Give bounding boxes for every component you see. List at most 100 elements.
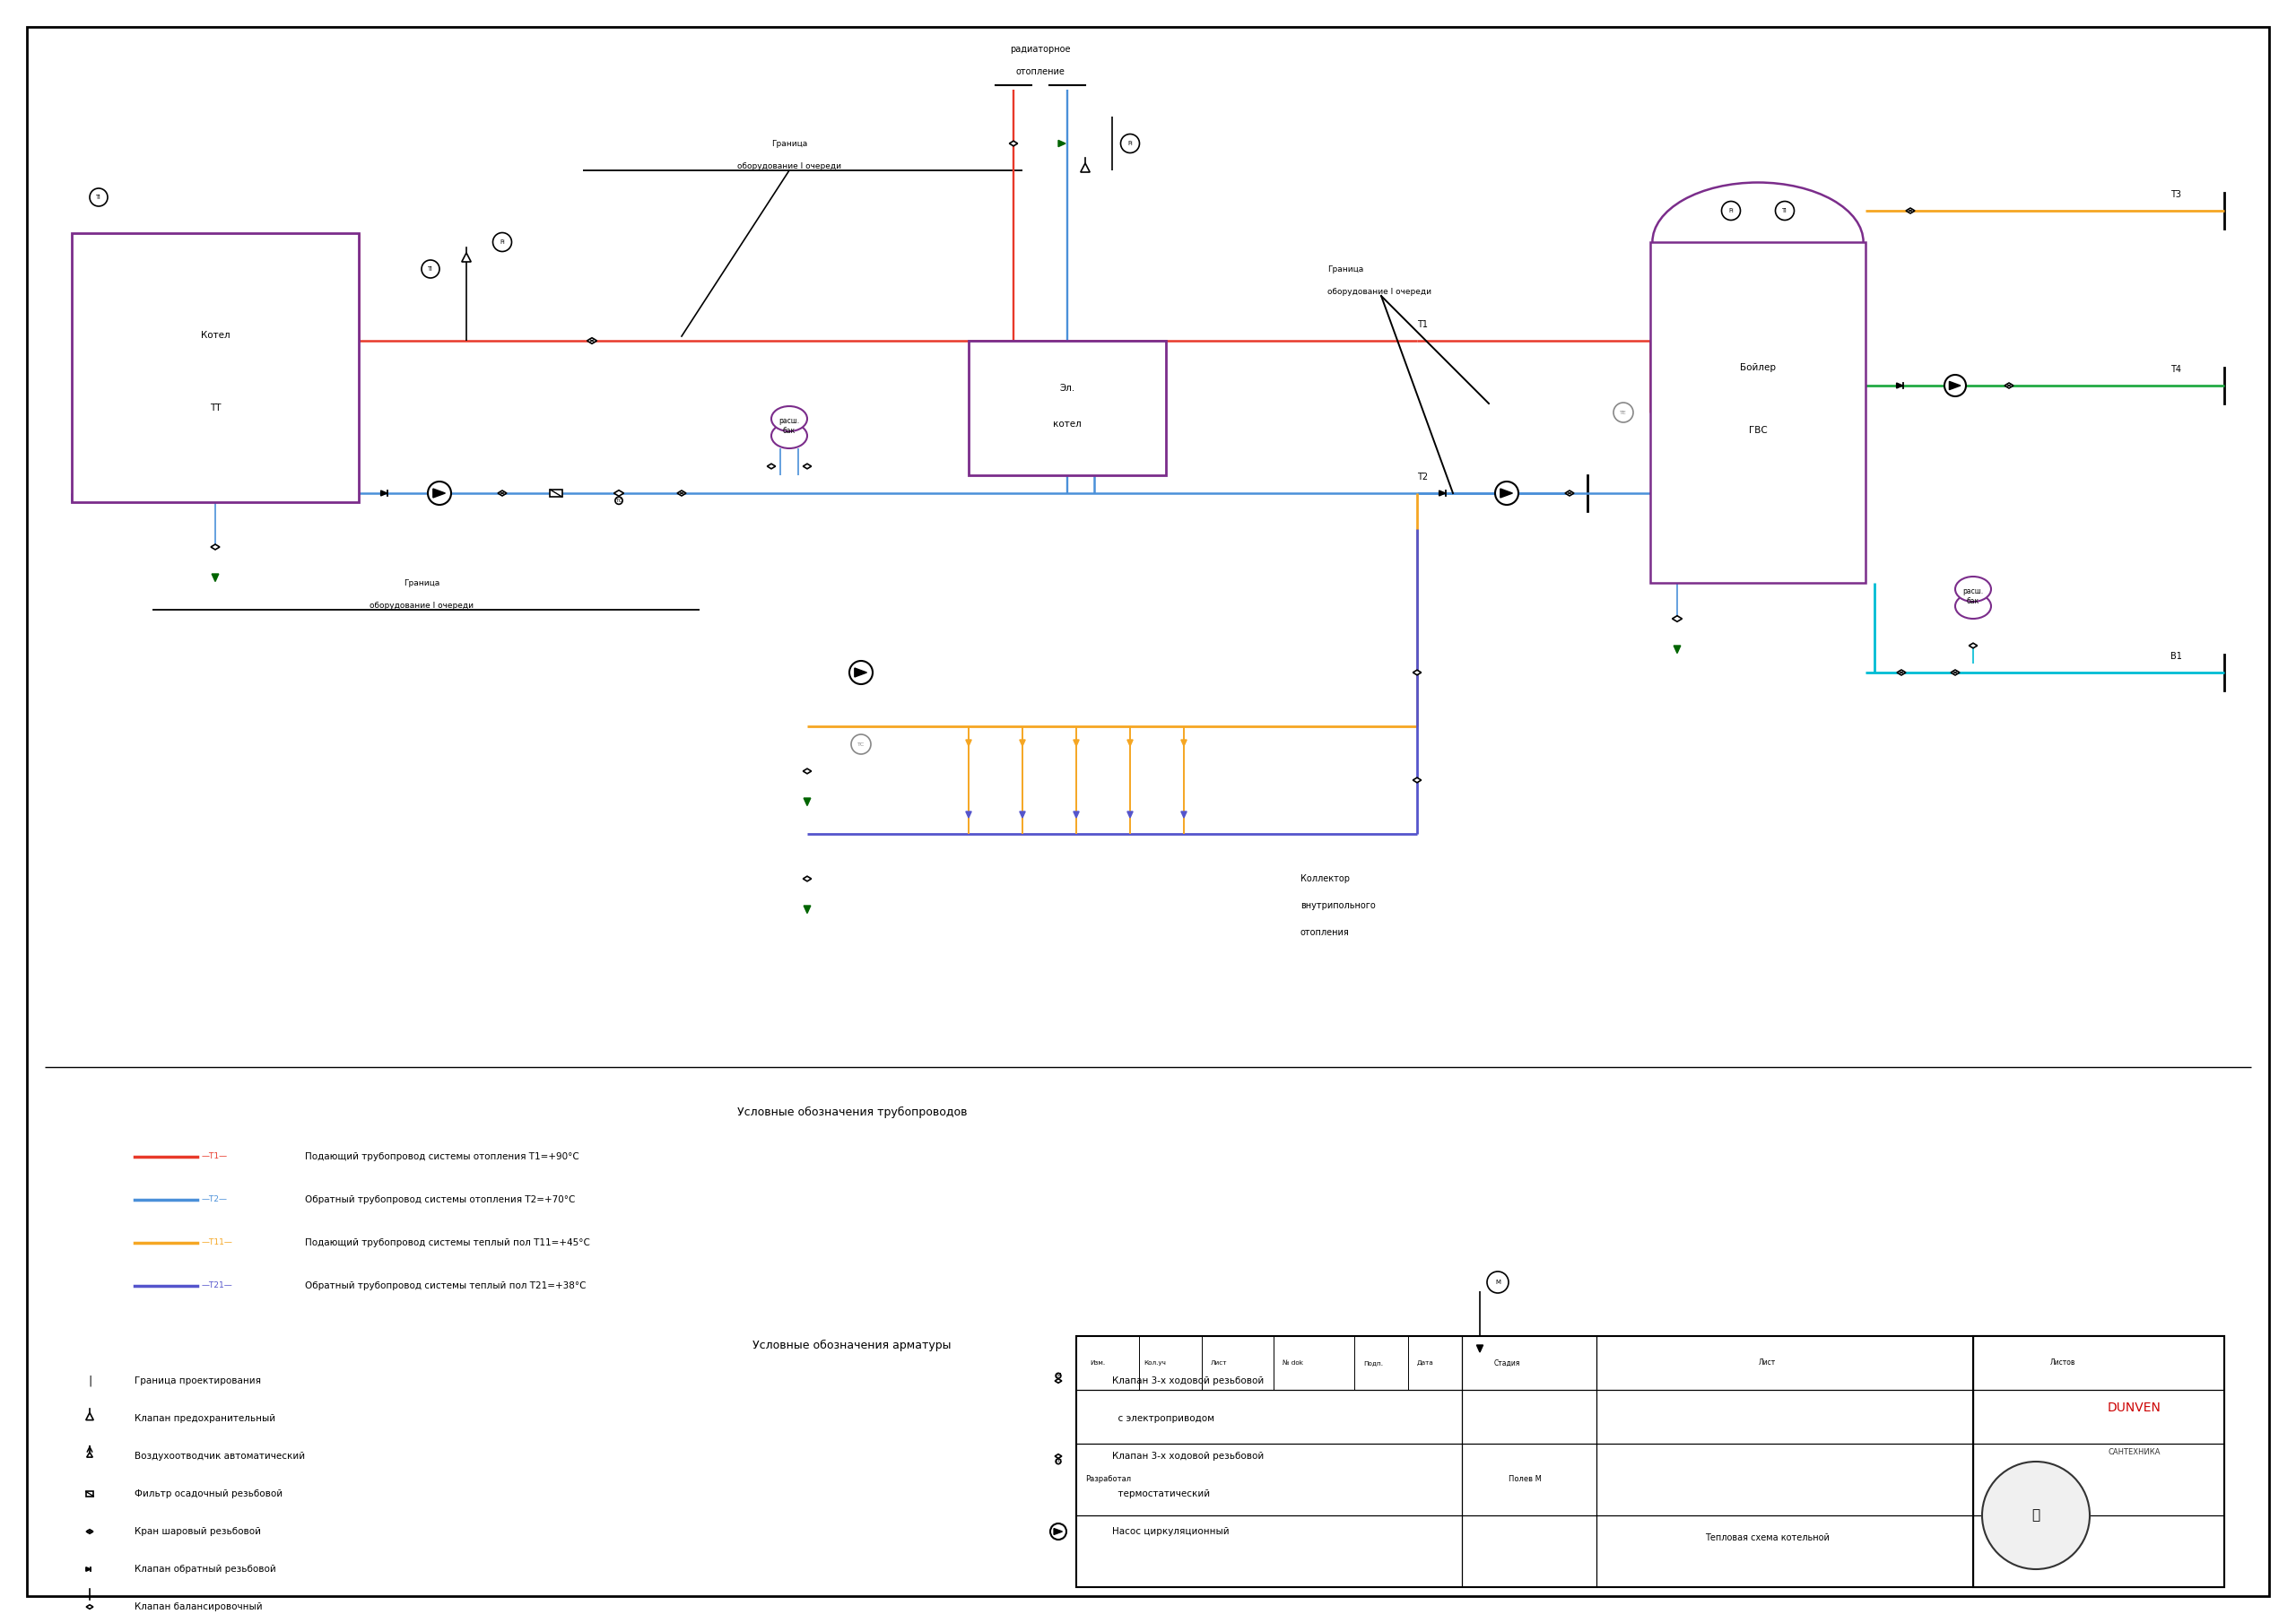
Ellipse shape (1956, 594, 1991, 618)
Text: Коллектор: Коллектор (1300, 875, 1350, 883)
Bar (551, 490, 563, 497)
Text: отопление: отопление (1015, 67, 1065, 76)
Text: M: M (1056, 1373, 1061, 1378)
Text: Кран шаровый резьбовой: Кран шаровый резьбовой (135, 1527, 262, 1535)
Polygon shape (804, 769, 810, 774)
Polygon shape (1476, 1345, 1483, 1352)
Circle shape (850, 661, 872, 685)
Polygon shape (87, 1453, 92, 1457)
Text: Воздухоотводчик автоматический: Воздухоотводчик автоматический (135, 1451, 305, 1461)
Polygon shape (804, 876, 810, 881)
Text: котел: котел (1054, 420, 1081, 428)
Polygon shape (1896, 670, 1906, 675)
Text: Ti: Ti (96, 195, 101, 200)
Text: Pi: Pi (1127, 141, 1132, 146)
Circle shape (1495, 482, 1518, 505)
Text: —T21—: —T21— (202, 1282, 232, 1290)
Text: Подп.: Подп. (1364, 1360, 1382, 1365)
Text: Насос циркуляционный: Насос циркуляционный (1111, 1527, 1228, 1535)
Circle shape (1945, 375, 1965, 396)
Text: Дата: Дата (1417, 1360, 1435, 1365)
Polygon shape (1054, 1454, 1061, 1459)
Polygon shape (1499, 489, 1513, 498)
Text: внутрипольного: внутрипольного (1300, 901, 1375, 911)
Text: Стадия: Стадия (1495, 1358, 1520, 1367)
Polygon shape (1970, 643, 1977, 648)
Polygon shape (1180, 812, 1187, 818)
Text: B1: B1 (2170, 652, 2181, 661)
Text: расш.
бак: расш. бак (778, 417, 799, 435)
Text: Лист: Лист (1759, 1358, 1775, 1367)
Text: DUNVEN: DUNVEN (2108, 1402, 2161, 1414)
Polygon shape (85, 1568, 92, 1571)
Circle shape (422, 260, 439, 278)
Circle shape (615, 497, 622, 505)
Bar (85, 1492, 94, 1496)
Polygon shape (87, 1605, 94, 1608)
Circle shape (1981, 1462, 2089, 1569)
Polygon shape (1896, 383, 1903, 388)
Text: оборудование I очереди: оборудование I очереди (370, 601, 473, 609)
Text: Ti: Ti (427, 266, 434, 271)
Text: Граница: Граница (404, 579, 439, 588)
Polygon shape (967, 740, 971, 747)
Text: САНТЕХНИКА: САНТЕХНИКА (2108, 1449, 2161, 1457)
Polygon shape (1010, 141, 1017, 146)
Text: ТЕ: ТЕ (1621, 411, 1628, 415)
Text: термостатический: термостатический (1111, 1490, 1210, 1498)
Text: Кол.уч: Кол.уч (1143, 1360, 1166, 1365)
Polygon shape (498, 490, 507, 497)
Text: —Т1—: —Т1— (202, 1152, 227, 1160)
Polygon shape (1412, 670, 1421, 675)
Text: радиаторное: радиаторное (1010, 45, 1070, 54)
Polygon shape (1949, 381, 1961, 390)
Polygon shape (461, 253, 471, 261)
Polygon shape (804, 464, 810, 469)
Text: Граница: Граница (1327, 265, 1364, 273)
Ellipse shape (771, 424, 808, 448)
Polygon shape (767, 464, 776, 469)
Circle shape (1722, 201, 1740, 221)
Text: Эл.: Эл. (1058, 383, 1075, 393)
Polygon shape (1180, 740, 1187, 747)
Text: Фильтр осадочный резьбовой: Фильтр осадочный резьбовой (135, 1490, 282, 1498)
Circle shape (1056, 1459, 1061, 1464)
Circle shape (1120, 135, 1139, 153)
Text: T1: T1 (1417, 320, 1428, 329)
Text: Клапан предохранительный: Клапан предохранительный (135, 1414, 276, 1423)
Text: T3: T3 (2170, 190, 2181, 200)
Text: —T11—: —T11— (202, 1238, 234, 1246)
Bar (1077, 1336, 2225, 1587)
Circle shape (1614, 403, 1632, 422)
Polygon shape (854, 669, 868, 677)
Text: Обратный трубопровод системы отопления T2=+70°C: Обратный трубопровод системы отопления T… (305, 1195, 576, 1204)
Polygon shape (1081, 164, 1091, 172)
Circle shape (1049, 1524, 1065, 1540)
Text: Клапан обратный резьбовой: Клапан обратный резьбовой (135, 1565, 276, 1574)
Polygon shape (804, 799, 810, 805)
Text: —Т2—: —Т2— (202, 1196, 227, 1204)
Text: T4: T4 (2170, 365, 2181, 373)
Polygon shape (588, 338, 597, 344)
Polygon shape (1440, 490, 1446, 497)
Polygon shape (1566, 490, 1575, 497)
Polygon shape (1019, 812, 1026, 818)
Polygon shape (2004, 383, 2014, 388)
Polygon shape (1054, 1380, 1061, 1383)
Polygon shape (1674, 646, 1681, 652)
Polygon shape (1671, 615, 1683, 622)
Polygon shape (1952, 670, 1958, 675)
Polygon shape (1075, 812, 1079, 818)
Text: Полев М: Полев М (1508, 1475, 1541, 1483)
Text: № dok: № dok (1283, 1360, 1304, 1365)
Text: оборудование I очереди: оборудование I очереди (737, 162, 840, 170)
Text: |: | (87, 1375, 92, 1386)
Circle shape (852, 734, 870, 755)
Polygon shape (85, 1412, 94, 1420)
Circle shape (427, 482, 450, 505)
Polygon shape (613, 490, 625, 497)
Text: Клапан 3-х ходовой резьбовой: Клапан 3-х ходовой резьбовой (1111, 1376, 1263, 1386)
Text: оборудование I очереди: оборудование I очереди (1327, 287, 1430, 295)
Circle shape (1775, 201, 1793, 221)
Polygon shape (1127, 740, 1132, 747)
